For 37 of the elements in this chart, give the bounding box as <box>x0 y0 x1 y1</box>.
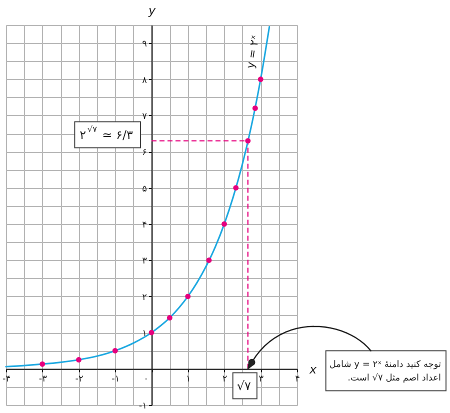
ref-line-label: √۷ <box>236 378 252 393</box>
point <box>252 106 258 111</box>
y-tick-label: ۹ <box>142 40 148 50</box>
y-tick-label: ۷ <box>142 112 148 122</box>
point <box>258 76 264 82</box>
y-tick-label: ۶ <box>142 148 148 158</box>
point <box>40 361 46 367</box>
text: توجه کنید دامنهٔ y = ۲ˣ شامل اعداد اصم مثل √۷ است. <box>329 360 442 384</box>
point <box>76 357 82 362</box>
x-tick-label: ۳ <box>258 374 264 384</box>
x-axis-title: x <box>308 362 318 376</box>
point <box>233 185 239 191</box>
y-axis-title: y <box>147 4 156 18</box>
x-tick-label: -۲ <box>75 374 84 384</box>
line-series <box>5 26 270 368</box>
y-tick-label: ۳ <box>142 256 148 267</box>
y-tick-label: -۱ <box>138 402 147 412</box>
x-tick-label: ۱ <box>186 374 191 384</box>
point <box>222 221 227 227</box>
point <box>112 348 118 354</box>
y-tick-label: ۸ <box>142 76 148 86</box>
y-tick-label: ۴ <box>142 220 148 231</box>
text: y = ۲ˣ <box>244 34 262 70</box>
x-tick-label: ۴ <box>295 374 300 384</box>
point <box>245 138 251 144</box>
x-tick-label: -۱ <box>112 374 120 384</box>
x-tick-label: -۳ <box>38 374 48 384</box>
x-tick-label: ۰ <box>144 374 148 384</box>
y-tick-label: ۱ <box>142 329 147 340</box>
point <box>148 330 154 336</box>
point <box>206 258 212 263</box>
point <box>166 315 172 321</box>
point <box>185 294 191 300</box>
y-tick-label: ۲ <box>142 292 148 303</box>
x-tick-label: -۴ <box>2 374 11 384</box>
y-tick-label: ۵ <box>142 184 148 194</box>
x-tick-label: ۲ <box>222 374 228 384</box>
